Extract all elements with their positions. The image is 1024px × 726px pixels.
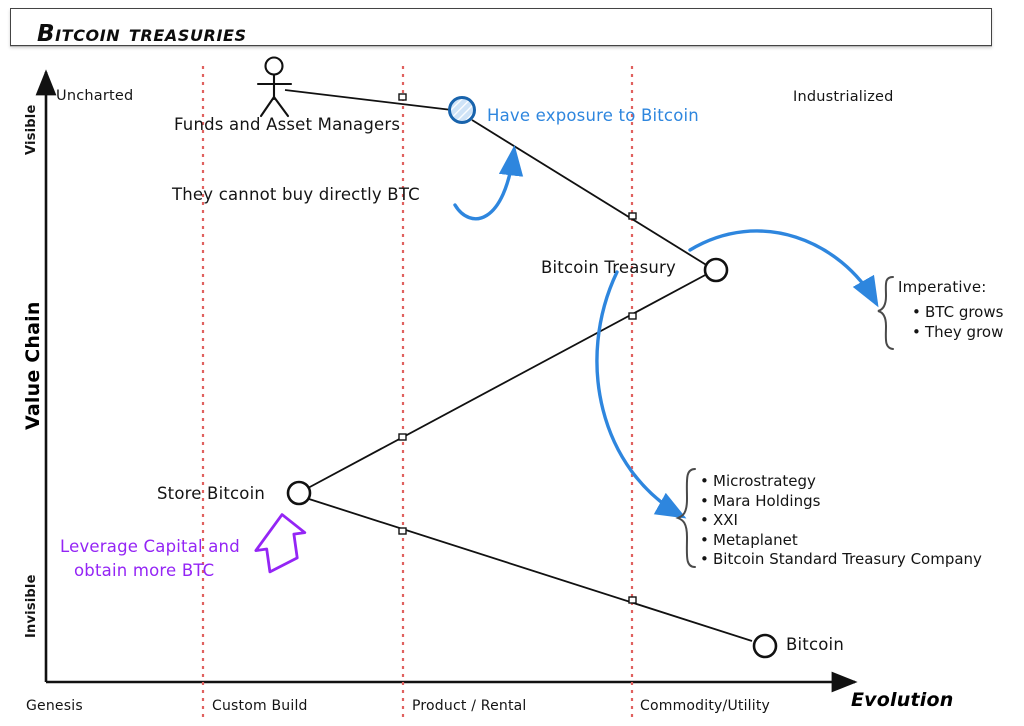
node-label-store-bitcoin[interactable]: Store Bitcoin: [157, 484, 266, 503]
value-chain-links: [284, 89, 753, 642]
x-tick-product-rental: Product / Rental: [412, 698, 527, 714]
leverage-arrow-icon: [254, 513, 307, 574]
link-user-exposure: [284, 89, 453, 111]
node-bitcoin[interactable]: [752, 633, 778, 659]
actor-leg-left: [259, 95, 276, 118]
x-tick-custom-build: Custom Build: [212, 698, 308, 714]
link-evolution-markers: [398, 93, 637, 604]
annotation-cannot-buy: They cannot buy directly BTC: [172, 185, 420, 204]
company-item: XXI: [700, 511, 982, 531]
node-have-exposure-to-bitcoin[interactable]: [448, 96, 476, 124]
title-bar: Bitcoin treasuries: [10, 8, 992, 47]
company-item: Metaplanet: [700, 531, 982, 551]
annotation-arrows: [453, 144, 879, 519]
imperative-list: BTC grows They grow: [912, 303, 1003, 342]
y-axis-title: Value Chain: [22, 301, 44, 430]
company-item: Mara Holdings: [700, 492, 982, 512]
link-marker: [398, 93, 407, 101]
companies-list: Microstrategy Mara Holdings XXI Metaplan…: [700, 472, 982, 570]
actor-icon-funds-and-asset-managers: [256, 56, 293, 118]
node-label-bitcoin[interactable]: Bitcoin: [786, 635, 844, 654]
x-tick-commodity-utility: Commodity/Utility: [640, 698, 771, 714]
zone-label-uncharted: Uncharted: [56, 88, 134, 104]
imperative-item: They grow: [912, 323, 1003, 343]
link-exposure-treasury: [471, 119, 709, 267]
link-marker: [398, 527, 407, 535]
y-axis-label-invisible: Invisible: [24, 574, 39, 638]
node-store-bitcoin[interactable]: [286, 480, 312, 506]
annotation-leverage-line1: Leverage Capital and: [60, 537, 240, 556]
link-store-bitcoin: [308, 498, 753, 642]
link-treasury-store: [307, 272, 710, 489]
companies-bracket: [675, 468, 696, 568]
node-label-bitcoin-treasury[interactable]: Bitcoin Treasury: [541, 258, 676, 277]
x-tick-genesis: Genesis: [26, 698, 83, 714]
evolution-dividers: [201, 66, 634, 722]
actor-head: [264, 56, 284, 76]
imperative-title: Imperative:: [898, 278, 987, 296]
actor-leg-right: [272, 95, 290, 118]
arrow-treasury-imperative: [688, 229, 879, 308]
map-nodes[interactable]: [286, 96, 778, 659]
annotation-leverage-line2: obtain more BTC: [74, 561, 215, 580]
link-marker: [628, 312, 637, 320]
arrow-cannot-buy: [453, 144, 524, 221]
company-item: Microstrategy: [700, 472, 982, 492]
page-title: Bitcoin treasuries: [37, 21, 247, 47]
imperative-bracket: [877, 276, 894, 350]
company-item: Bitcoin Standard Treasury Company: [700, 550, 982, 570]
node-label-have-exposure-to-bitcoin[interactable]: Have exposure to Bitcoin: [487, 106, 699, 125]
link-marker: [398, 433, 407, 441]
y-axis-label-visible: Visible: [24, 104, 39, 155]
arrow-treasury-companies: [595, 270, 687, 519]
node-bitcoin-treasury[interactable]: [703, 257, 729, 283]
imperative-item: BTC grows: [912, 303, 1003, 323]
link-marker: [628, 212, 637, 220]
node-label-funds-and-asset-managers[interactable]: Funds and Asset Managers: [174, 115, 401, 134]
x-axis-title: Evolution: [851, 689, 954, 711]
link-marker: [628, 596, 637, 604]
leverage-arrow-shape: [254, 513, 307, 574]
axis-lines: [35, 69, 858, 693]
zone-label-industrialized: Industrialized: [793, 89, 894, 105]
